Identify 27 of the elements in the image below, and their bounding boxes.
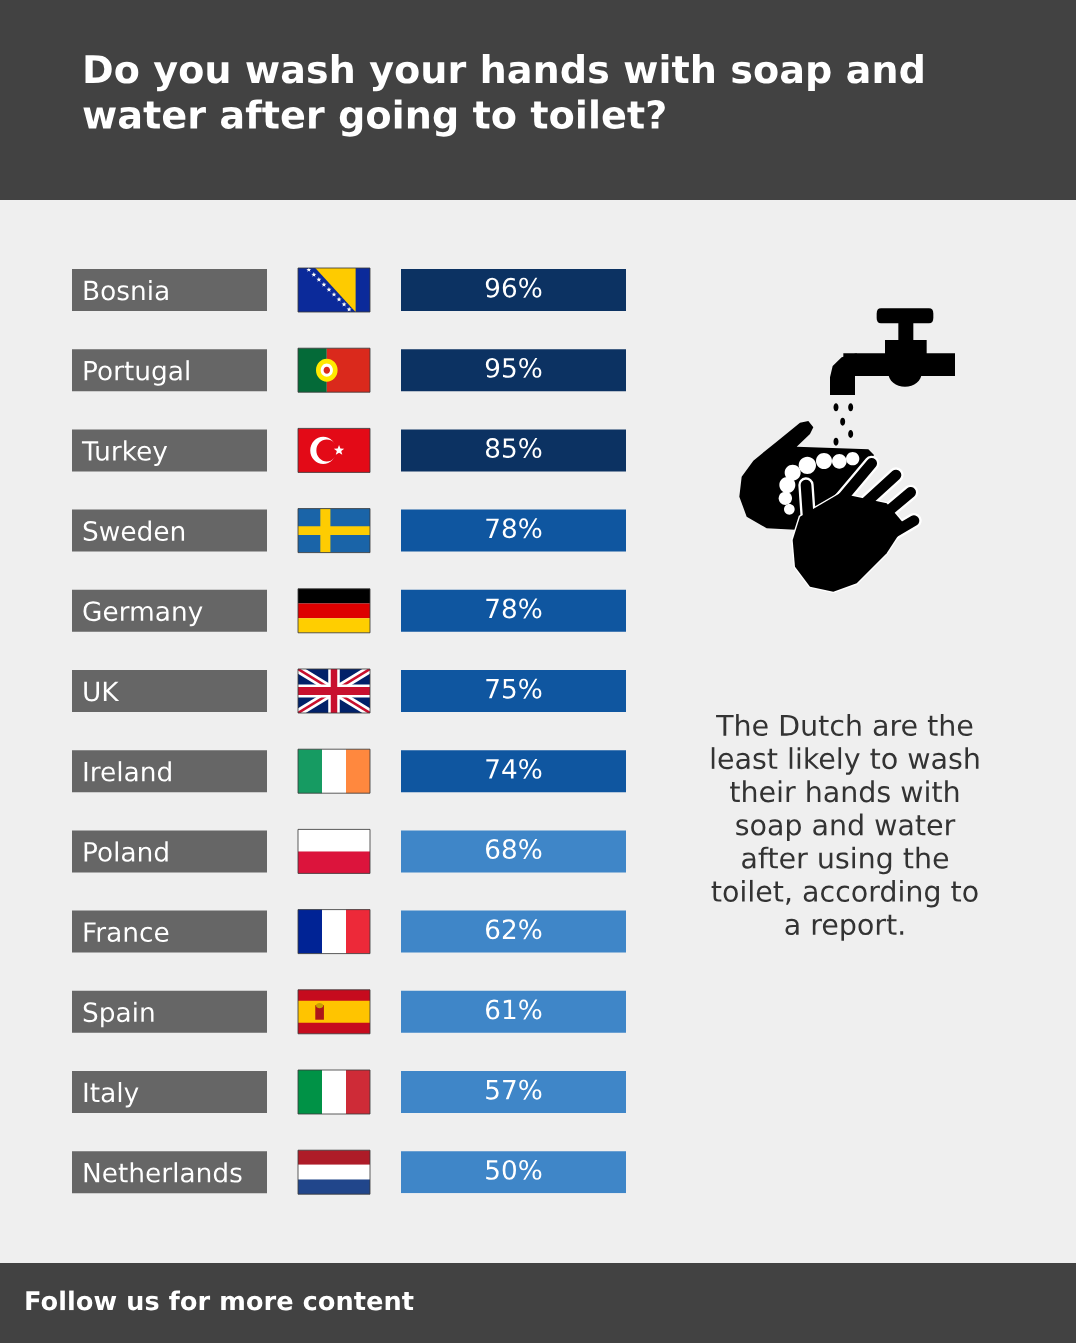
text: Follow us for more content: [26, 1290, 414, 1311]
y-tick-label: Netherlands: [84, 1162, 242, 1183]
y-tick-label: Poland: [84, 841, 168, 862]
data-label: 85%: [485, 438, 542, 459]
data-label: 95%: [485, 357, 542, 378]
y-tick-label: Bosnia: [84, 279, 168, 301]
chart-title: Do you wash your hands with soap and water after going to toilet?: [83, 54, 923, 137]
data-label: 78%: [486, 518, 542, 539]
y-tick-label: France: [84, 922, 169, 942]
data-label: 68%: [486, 839, 542, 860]
data-label: 96%: [485, 277, 542, 298]
y-tick-label: Italy: [84, 1081, 139, 1108]
data-label: 62%: [486, 919, 542, 940]
data-label: 78%: [486, 598, 542, 619]
data-label: 61%: [486, 999, 542, 1020]
y-tick-label: Germany: [83, 601, 203, 627]
y-tick-label: Ireland: [84, 761, 171, 782]
data-label: 74%: [486, 758, 542, 779]
text: The Dutch are the least likely to wash their hands with soap and water after using the toilet, according to a report.: [711, 714, 979, 941]
y-tick-label: Spain: [83, 1001, 154, 1028]
y-tick-label: Portugal: [84, 360, 189, 386]
y-tick-label: Turkey: [81, 440, 168, 466]
data-label: 57%: [486, 1079, 542, 1100]
data-label: 50%: [486, 1159, 542, 1180]
y-tick-label: Sweden: [83, 520, 185, 541]
y-tick-label: UK: [84, 681, 120, 702]
data-label: 75%: [486, 678, 542, 699]
